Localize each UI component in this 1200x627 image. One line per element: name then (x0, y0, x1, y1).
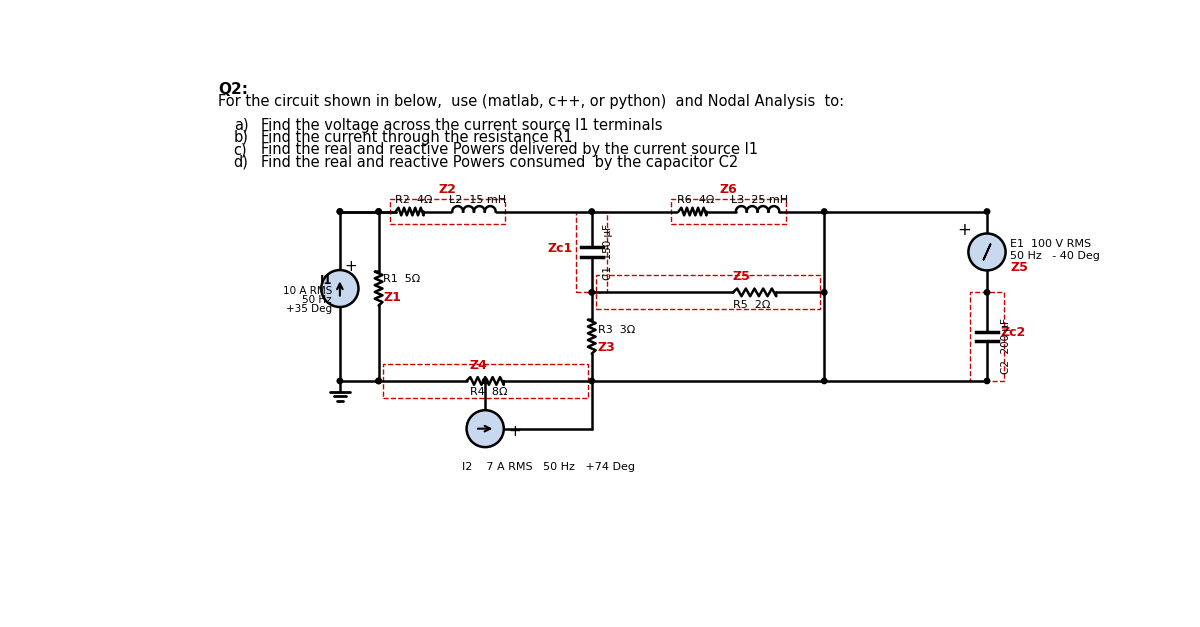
Text: 50 Hz   - 40 Deg: 50 Hz - 40 Deg (1010, 251, 1100, 261)
Text: Find the voltage across the current source I1 terminals: Find the voltage across the current sour… (260, 118, 662, 132)
Circle shape (968, 233, 1006, 270)
Circle shape (822, 378, 827, 384)
Text: Find the current through the resistance R1: Find the current through the resistance … (260, 130, 572, 145)
Circle shape (589, 290, 594, 295)
Text: 50 Hz: 50 Hz (302, 295, 332, 305)
Circle shape (322, 270, 359, 307)
Text: Z4: Z4 (469, 359, 487, 372)
Text: R1  5Ω: R1 5Ω (383, 274, 420, 284)
Circle shape (822, 290, 827, 295)
Circle shape (984, 209, 990, 214)
Text: C1  150 μF: C1 150 μF (604, 224, 613, 280)
Text: L3  25 mH: L3 25 mH (731, 196, 788, 206)
Text: Z5: Z5 (1010, 261, 1028, 274)
Bar (576, 211, 607, 292)
Text: C2  200 μF: C2 200 μF (1001, 318, 1010, 374)
Text: E1  100 V RMS: E1 100 V RMS (1010, 240, 1091, 250)
Text: +35 Deg: +35 Deg (286, 304, 332, 314)
Text: R4  8Ω: R4 8Ω (469, 387, 508, 397)
Text: I2    7 A RMS   50 Hz   +74 Deg: I2 7 A RMS 50 Hz +74 Deg (462, 462, 635, 472)
Text: R2  4Ω: R2 4Ω (395, 196, 432, 206)
Text: +: + (509, 424, 521, 440)
Circle shape (376, 209, 382, 214)
Text: R6  4Ω: R6 4Ω (677, 196, 714, 206)
Text: Find the real and reactive Powers delivered by the current source I1: Find the real and reactive Powers delive… (260, 142, 758, 157)
Text: Find the real and reactive Powers consumed  by the capacitor C2: Find the real and reactive Powers consum… (260, 154, 738, 169)
Text: Z2: Z2 (439, 183, 456, 196)
Bar (970, 292, 1004, 381)
Bar (383, 364, 588, 398)
Text: R3  3Ω: R3 3Ω (598, 325, 635, 335)
Text: Z5: Z5 (733, 270, 751, 283)
Circle shape (984, 290, 990, 295)
Text: 10 A RMS: 10 A RMS (283, 286, 332, 296)
Bar (390, 199, 505, 224)
Text: For the circuit shown in below,  use (matlab, c++, or python)  and Nodal Analysi: For the circuit shown in below, use (mat… (218, 95, 845, 110)
Text: Z3: Z3 (598, 341, 616, 354)
Text: R5  2Ω: R5 2Ω (733, 300, 770, 310)
Circle shape (467, 410, 504, 447)
Text: +: + (344, 260, 358, 275)
Text: Zc1: Zc1 (548, 241, 574, 255)
Circle shape (589, 378, 594, 384)
Text: +: + (956, 221, 971, 240)
Circle shape (376, 209, 382, 214)
Circle shape (589, 209, 594, 214)
Circle shape (376, 378, 382, 384)
Text: I1: I1 (319, 275, 332, 287)
Circle shape (337, 378, 342, 384)
Circle shape (376, 378, 382, 384)
Text: d): d) (234, 154, 248, 169)
Text: Z6: Z6 (719, 183, 737, 196)
Circle shape (984, 378, 990, 384)
Bar (671, 199, 786, 224)
Text: a): a) (234, 118, 248, 132)
Text: Z1: Z1 (383, 292, 401, 304)
Text: b): b) (234, 130, 248, 145)
Text: Q2:: Q2: (218, 82, 248, 97)
Text: Zc2: Zc2 (1001, 326, 1026, 339)
Circle shape (822, 209, 827, 214)
Circle shape (482, 378, 488, 384)
Text: L2  15 mH: L2 15 mH (449, 196, 506, 206)
Bar (595, 275, 821, 309)
Circle shape (337, 209, 342, 214)
Text: c): c) (234, 142, 247, 157)
Circle shape (337, 209, 342, 214)
